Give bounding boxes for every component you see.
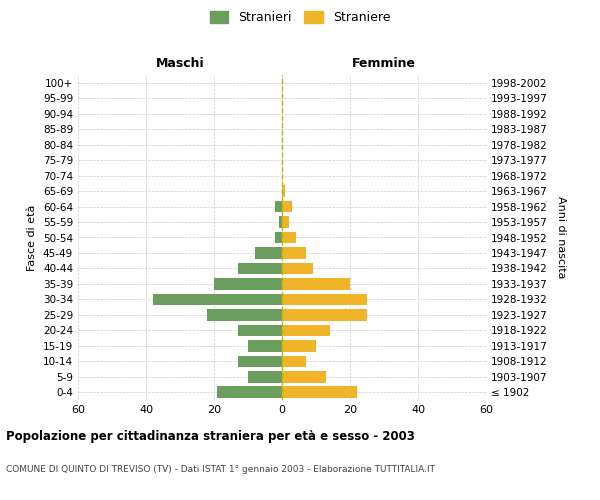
Bar (238, 356, 282, 367)
Bar (275, 200, 282, 212)
Y-axis label: Fasce di età: Fasce di età (28, 204, 37, 270)
Y-axis label: Anni di nascita: Anni di nascita (556, 196, 566, 279)
Bar (278, 216, 282, 228)
Bar (282, 200, 292, 212)
Bar (282, 371, 326, 382)
Bar (282, 309, 367, 320)
Bar (255, 247, 282, 259)
Bar (282, 278, 350, 289)
Text: COMUNE DI QUINTO DI TREVISO (TV) - Dati ISTAT 1° gennaio 2003 - Elaborazione TUT: COMUNE DI QUINTO DI TREVISO (TV) - Dati … (6, 465, 435, 474)
Bar (282, 247, 306, 259)
Bar (275, 232, 282, 243)
Legend: Stranieri, Straniere: Stranieri, Straniere (205, 6, 395, 29)
Text: Popolazione per cittadinanza straniera per età e sesso - 2003: Popolazione per cittadinanza straniera p… (6, 430, 415, 443)
Bar (153, 294, 282, 305)
Bar (248, 371, 282, 382)
Bar (248, 340, 282, 351)
Bar (282, 262, 313, 274)
Bar (217, 386, 282, 398)
Bar (207, 309, 282, 320)
Bar (282, 232, 296, 243)
Bar (282, 340, 316, 351)
Bar (282, 294, 367, 305)
Bar (282, 216, 289, 228)
Bar (282, 386, 357, 398)
Bar (238, 262, 282, 274)
Bar (282, 186, 286, 197)
Bar (282, 356, 306, 367)
Bar (214, 278, 282, 289)
Bar (238, 324, 282, 336)
Text: Femmine: Femmine (352, 57, 416, 70)
Bar (282, 324, 329, 336)
Text: Maschi: Maschi (155, 57, 205, 70)
